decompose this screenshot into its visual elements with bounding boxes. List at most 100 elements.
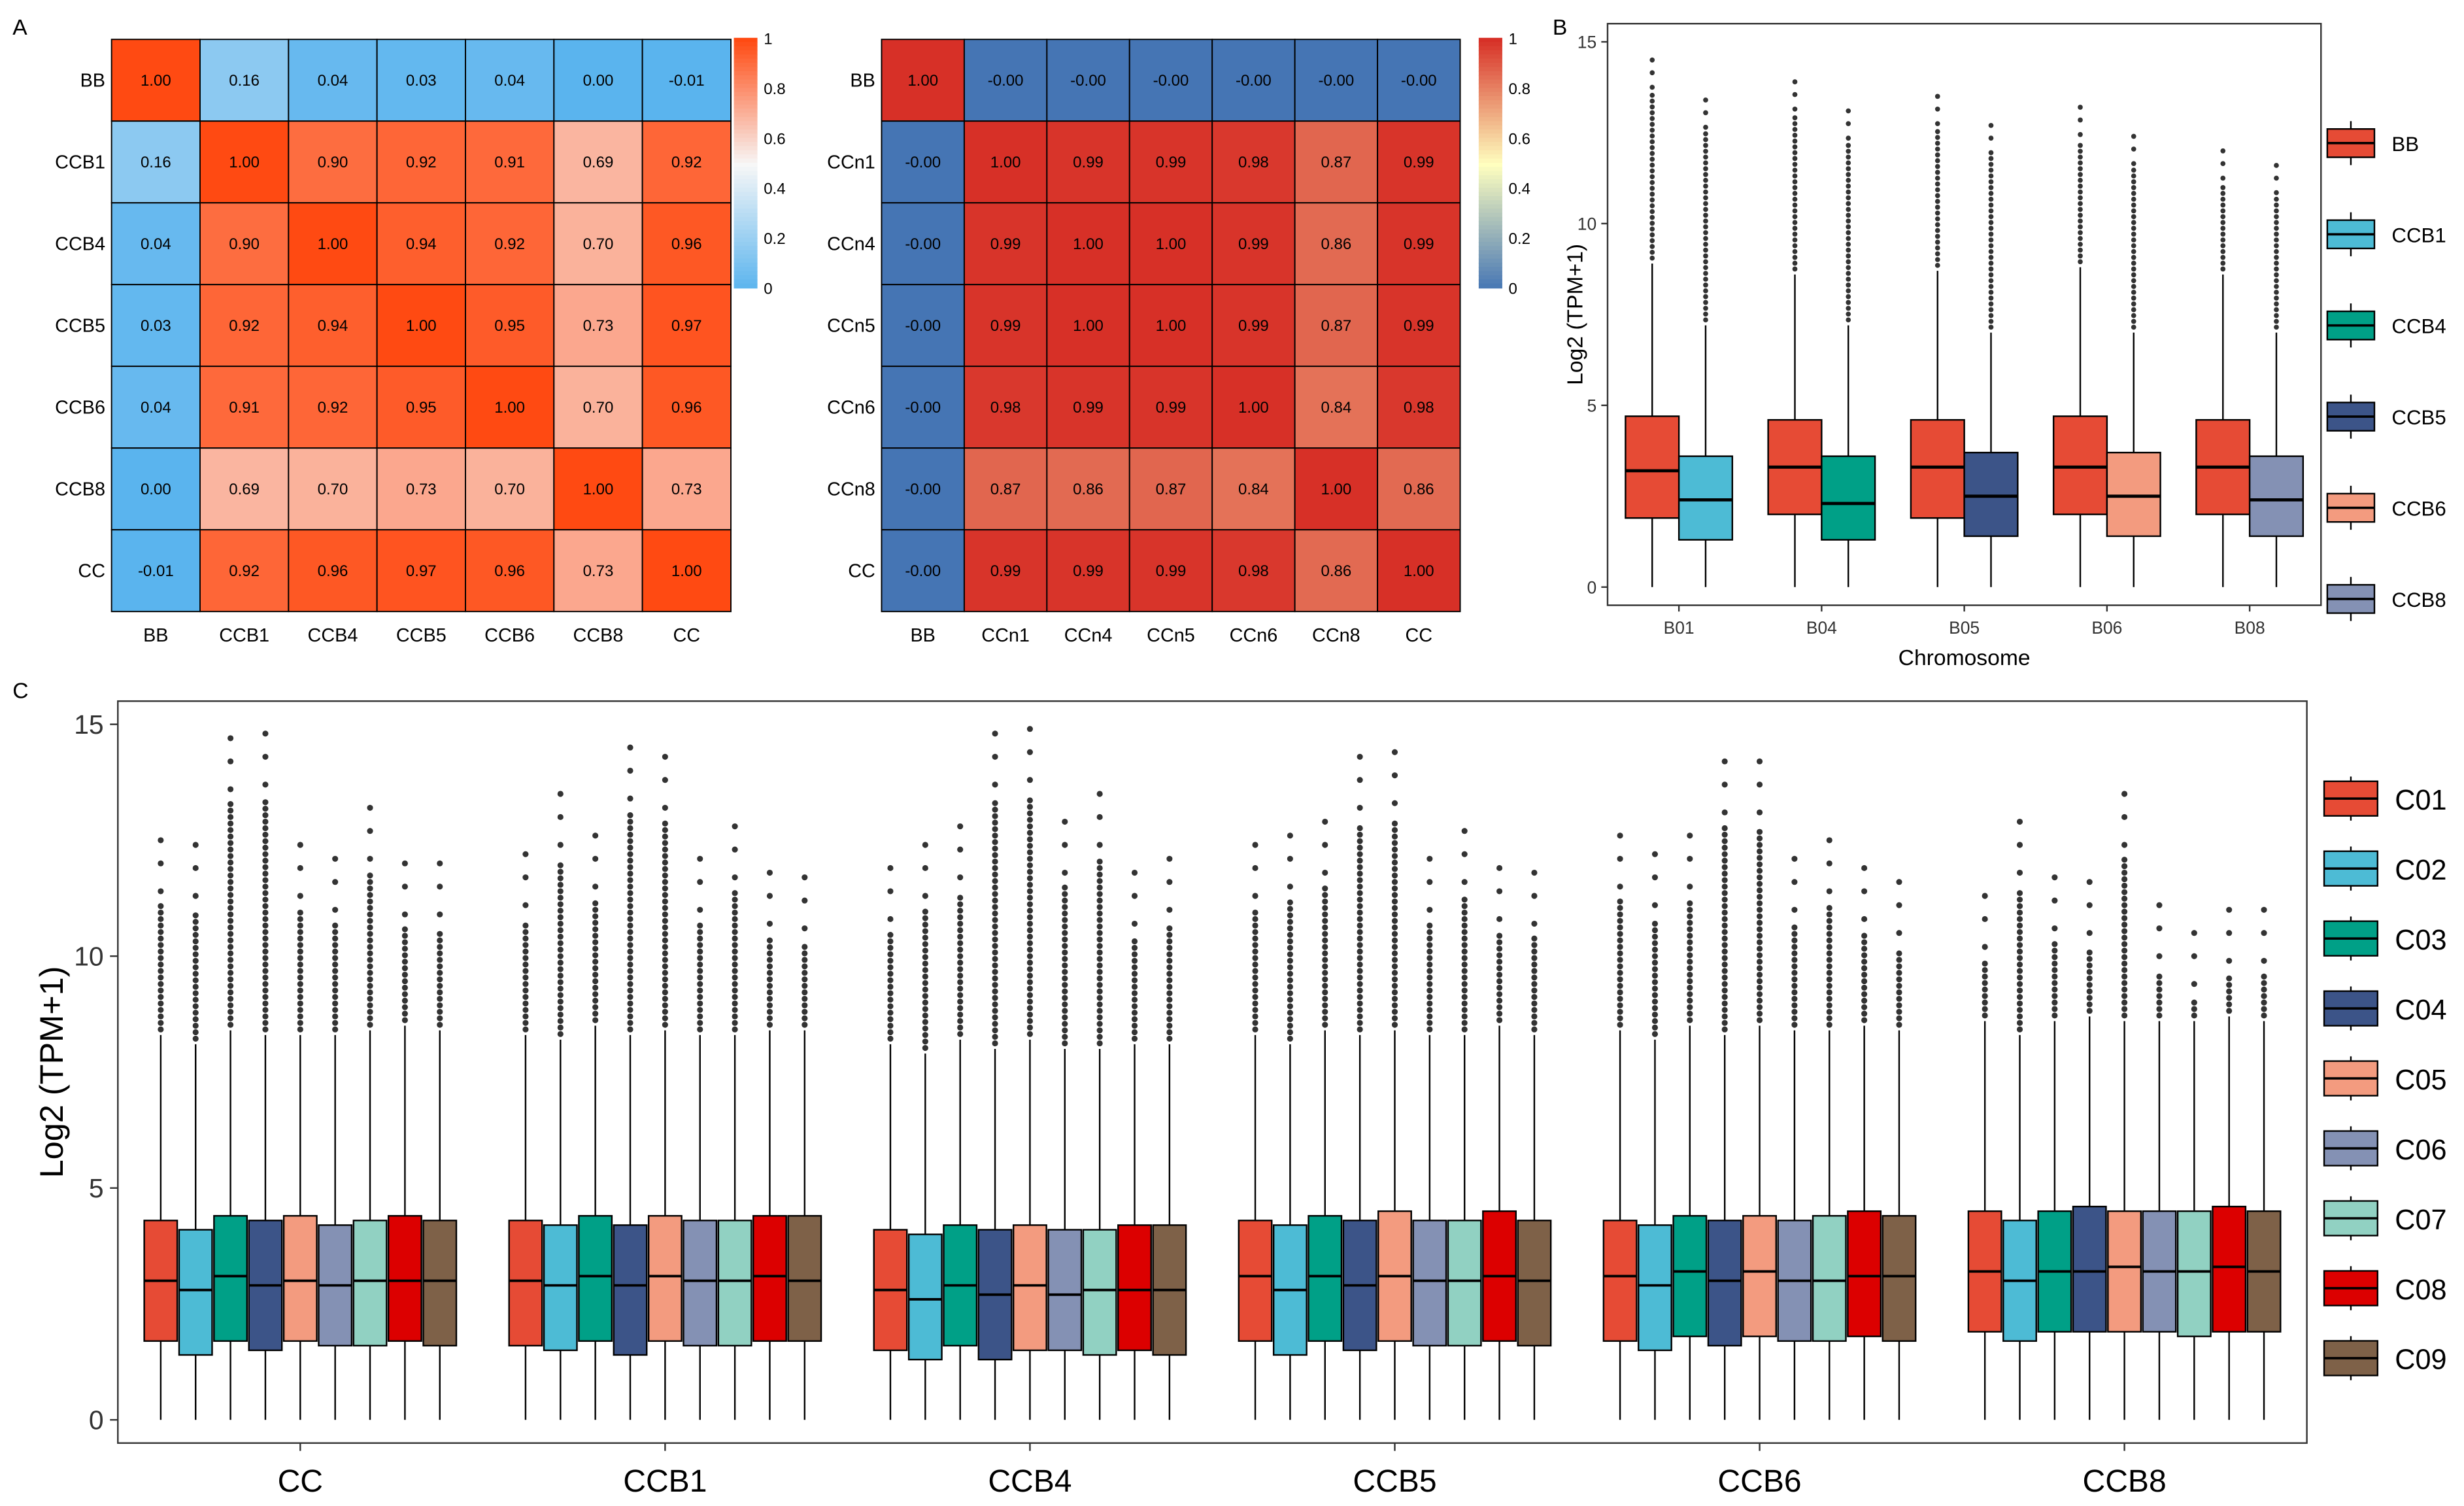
- hm2-legend-swatch: [1478, 42, 1502, 47]
- panel-c-outlier: [1721, 758, 1728, 764]
- panel-c-outlier: [766, 970, 773, 976]
- hm1-cell-label: 0.96: [671, 399, 702, 417]
- panel-b-outlier: [1988, 202, 1994, 208]
- panel-c-outlier: [228, 898, 234, 905]
- panel-c-outlier: [1166, 931, 1173, 938]
- panel-c-outlier: [887, 944, 894, 951]
- panel-c-outlier: [1531, 981, 1538, 987]
- hm2-cell-label: 0.99: [1238, 235, 1269, 253]
- panel-c-outlier: [992, 813, 998, 819]
- panel-c-outlier: [1461, 948, 1468, 955]
- panel-b-outlier: [1792, 196, 1798, 202]
- panel-c-outlier: [1721, 844, 1728, 851]
- panel-c-outlier: [1287, 970, 1293, 977]
- panel-b-outlier: [1988, 231, 1994, 237]
- panel-c-outlier: [1531, 920, 1538, 927]
- hm1-cell-label: 0.70: [318, 481, 348, 498]
- panel-c-outlier: [1357, 890, 1363, 897]
- panel-b-outlier: [1792, 248, 1798, 254]
- panel-c-outlier: [662, 1008, 668, 1015]
- panel-c-outlier: [1982, 1012, 1988, 1019]
- panel-c-outlier: [1791, 1008, 1798, 1015]
- panel-c-outlier: [1391, 885, 1398, 892]
- panel-c-outlier: [367, 950, 373, 957]
- panel-c-outlier: [2226, 995, 2233, 1001]
- panel-c-outlier: [1096, 1040, 1103, 1047]
- panel-c-outlier: [1062, 1027, 1068, 1034]
- panel-c-outlier: [2051, 897, 2058, 904]
- hm2-cell-label: 0.98: [990, 399, 1021, 417]
- panel-c-outlier: [922, 934, 928, 941]
- hm1-cell-label: 0.70: [583, 399, 614, 417]
- panel-b-outlier: [1846, 288, 1851, 294]
- panel-b-outlier: [2078, 247, 2083, 253]
- panel-c-outlier: [1687, 952, 1693, 959]
- panel-c-outlier: [1062, 995, 1068, 1001]
- panel-c-outlier: [1252, 948, 1258, 955]
- heatmap-a2: 1.00 -0.00 -0.00 -0.00 -0.00 -0.00 -0.00BB-0.0…: [827, 30, 1530, 645]
- hm1-col-label: CCB4: [308, 625, 358, 646]
- panel-c-outlier: [802, 950, 808, 957]
- panel-b-outlier: [1649, 180, 1655, 185]
- panel-c-outlier: [1026, 726, 1033, 732]
- panel-c-outlier: [1026, 868, 1033, 875]
- hm2-cell-label: 0.84: [1238, 481, 1269, 498]
- panel-c-outlier: [1896, 1002, 1902, 1008]
- panel-c-outlier: [1531, 1026, 1538, 1033]
- panel-c-outlier: [922, 893, 928, 899]
- panel-b-outlier: [1649, 145, 1655, 150]
- panel-c-outlier: [662, 898, 668, 905]
- panel-c-outlier: [662, 892, 668, 898]
- hm2-cell-label: 0.98: [1238, 562, 1269, 580]
- panel-c-outlier: [922, 948, 928, 954]
- panel-c-outlier: [992, 949, 998, 956]
- panel-b-outlier: [2131, 324, 2136, 330]
- hm1-cell-label: 0.00: [141, 481, 171, 498]
- panel-b-outlier: [1792, 132, 1798, 138]
- panel-b-outlier: [1703, 177, 1708, 183]
- panel-c-outlier: [2261, 986, 2267, 993]
- panel-c-outlier: [332, 1000, 339, 1007]
- hm2-cell: [1294, 366, 1379, 449]
- panel-c-outlier: [1982, 967, 1988, 974]
- hm2-cell-label: -0.00: [1070, 72, 1106, 90]
- panel-c-outlier: [732, 981, 738, 987]
- panel-b-outlier: [1703, 160, 1708, 165]
- panel-c-outlier: [1426, 948, 1433, 955]
- panel-c-outlier: [1687, 926, 1693, 933]
- hm1-cell-label: 0.97: [671, 317, 702, 335]
- panel-c-outlier: [992, 1021, 998, 1027]
- panel-b-outlier: [2078, 230, 2083, 235]
- panel-c-outlier: [297, 935, 303, 942]
- panel-c-outlier: [1721, 909, 1728, 916]
- panel-c-outlier: [627, 961, 633, 968]
- panel-c-outlier: [2156, 993, 2163, 999]
- panel-b-outlier: [1846, 183, 1851, 189]
- hm1-legend-swatch: [734, 150, 758, 156]
- panel-c-outlier: [1756, 984, 1763, 991]
- panel-c-outlier: [1756, 855, 1763, 861]
- panel-c-outlier: [557, 875, 564, 881]
- panel-b-outlier: [1846, 317, 1851, 323]
- panel-c-outlier: [437, 957, 443, 963]
- panel-c-outlier: [367, 917, 373, 924]
- panel-c-outlier: [1166, 906, 1173, 913]
- panel-c-outlier: [1322, 818, 1328, 825]
- panel-c-outlier: [262, 851, 269, 857]
- panel-c-ytick-label: 0: [89, 1405, 104, 1435]
- panel-c-outlier: [922, 986, 928, 993]
- panel-c-outlier: [2121, 986, 2128, 993]
- hm1-legend-swatch: [734, 95, 758, 101]
- panel-b-outlier: [1846, 213, 1851, 218]
- hm2-cell-label: 0.86: [1073, 481, 1104, 498]
- panel-c-outlier: [1756, 809, 1763, 815]
- panel-b-outlier: [1846, 241, 1851, 247]
- panel-c-outlier: [1062, 930, 1068, 936]
- panel-c-box: [717, 1220, 752, 1347]
- hm2-legend-swatch: [1478, 221, 1502, 226]
- panel-b-outlier: [1792, 243, 1798, 248]
- panel-b-outlier: [1703, 241, 1708, 247]
- panel-c-outlier: [297, 1013, 303, 1019]
- hm2-legend-swatch: [1478, 208, 1502, 214]
